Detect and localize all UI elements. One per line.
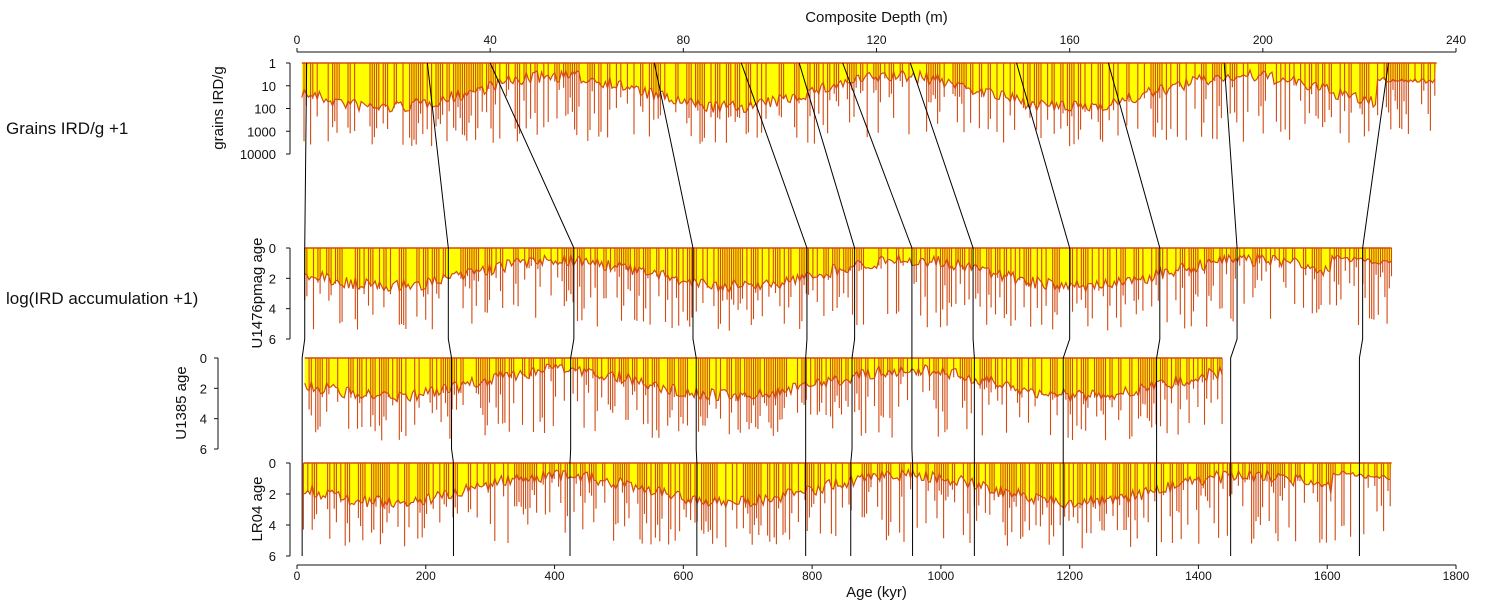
bottom-axis-tick-label: 600 — [673, 569, 693, 583]
tie-line — [489, 62, 575, 556]
u1476-y-tick-label: 4 — [269, 302, 276, 317]
bottom-axis-tick-label: 800 — [802, 569, 822, 583]
u1385-y-axis-title: U1385 age — [173, 366, 190, 439]
tie-line — [653, 62, 698, 556]
u1385-series-line — [304, 362, 1223, 404]
tie-line — [842, 62, 914, 556]
lr04-y-tick-label: 2 — [269, 487, 276, 502]
grains-y-tick-label: 1000 — [247, 124, 276, 139]
grains-series-line — [301, 68, 1436, 114]
top-axis-tick-label: 160 — [1060, 33, 1080, 47]
tie-line — [909, 62, 975, 556]
grains-y-tick-label: 1 — [269, 56, 276, 71]
bottom-axis-tick-label: 0 — [294, 569, 301, 583]
lr04-y-tick-label: 6 — [269, 549, 276, 564]
tie-line — [1358, 62, 1389, 556]
lr04-y-tick-label: 0 — [269, 456, 276, 471]
bottom-axis-tick-label: 200 — [416, 569, 436, 583]
top-axis-tick-label: 0 — [294, 33, 301, 47]
u1385-y-tick-label: 2 — [200, 381, 207, 396]
grains-y-tick-label: 100 — [254, 102, 276, 117]
grains-series-fill — [301, 63, 1437, 113]
top-axis-tick-label: 240 — [1446, 33, 1466, 47]
bottom-axis-tick-label: 400 — [545, 569, 565, 583]
grains-y-tick-label: 10 — [262, 79, 276, 94]
u1476-y-tick-label: 2 — [269, 271, 276, 286]
tie-line — [1107, 62, 1161, 556]
tie-lines — [301, 62, 1389, 556]
top-axis-tick-label: 120 — [866, 33, 886, 47]
bottom-axis-tick-label: 1800 — [1443, 569, 1470, 583]
top-axis-tick-label: 200 — [1253, 33, 1273, 47]
bottom-axis-title: Age (kyr) — [846, 584, 907, 601]
tie-line — [1016, 62, 1071, 556]
bottom-axis-tick-label: 1400 — [1185, 569, 1212, 583]
tie-line — [301, 62, 308, 556]
panel-grains: 1 10 100 1000 10000 grains IRD/g — [210, 56, 1437, 162]
top-axis-tick-label: 80 — [677, 33, 691, 47]
accumulation-side-label: log(IRD accumulation +1) — [6, 289, 199, 308]
tie-line — [798, 62, 856, 556]
u1476-y-tick-label: 0 — [269, 241, 276, 256]
u1476-y-tick-label: 6 — [269, 332, 276, 347]
tie-line — [426, 62, 454, 556]
grains-side-label: Grains IRD/g +1 — [6, 119, 129, 138]
lr04-y-axis-title: LR04 age — [249, 476, 266, 541]
u1385-y-tick-label: 0 — [200, 351, 207, 366]
u1476-y-axis-title: U1476pmag age — [249, 238, 266, 349]
u1385-y-tick-label: 6 — [200, 442, 207, 457]
top-axis-title: Composite Depth (m) — [805, 9, 948, 26]
u1476-series-line — [304, 251, 1392, 294]
tie-line — [1223, 62, 1238, 556]
tie-line — [740, 62, 808, 556]
lr04-series-line — [303, 467, 1391, 510]
grains-y-axis-title: grains IRD/g — [210, 66, 227, 149]
u1385-y-tick-label: 4 — [200, 412, 207, 427]
bottom-axis-tick-label: 1600 — [1314, 569, 1341, 583]
lr04-y-tick-label: 4 — [269, 518, 276, 533]
grains-y-tick-label: 10000 — [240, 147, 276, 162]
bottom-axis-tick-label: 1000 — [928, 569, 955, 583]
panel-u1385: 0 2 4 6 U1385 age — [173, 351, 1223, 457]
top-axis-tick-label: 40 — [483, 33, 497, 47]
bottom-axis-tick-label: 1200 — [1056, 569, 1083, 583]
u1476-series-spikes — [304, 248, 1393, 331]
